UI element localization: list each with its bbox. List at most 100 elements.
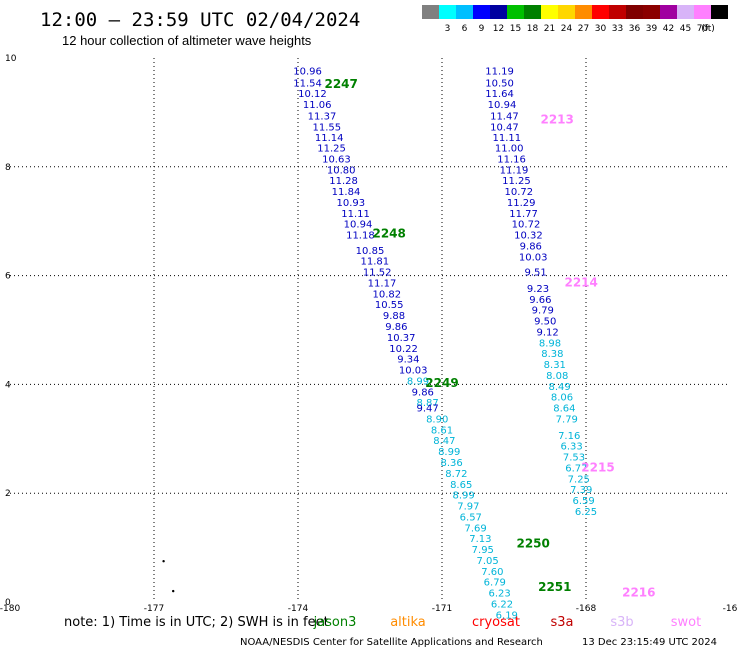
wave-height-label: 11.55	[312, 122, 341, 133]
wave-height-label: 11.28	[329, 176, 358, 187]
wave-height-label: 11.81	[360, 257, 389, 268]
data-marks: 10.9611.5410.1211.0611.3711.5511.1411.25…	[162, 66, 656, 621]
wave-height-label: 8.98	[539, 338, 561, 349]
wave-height-label: 10.72	[504, 187, 533, 198]
x-tick-label: -16	[723, 604, 738, 614]
wave-height-label: 7.60	[481, 567, 503, 578]
pass-number-label: 2249	[425, 376, 458, 390]
wave-height-label: 10.32	[514, 231, 543, 242]
wave-height-label: 6.19	[496, 610, 518, 621]
wave-height-label: 11.77	[509, 209, 538, 220]
wave-height-label: 10.22	[389, 344, 418, 355]
colorbar-label: 33	[612, 24, 623, 34]
wave-height-label: 9.50	[534, 317, 556, 328]
wave-height-label: 11.17	[368, 278, 397, 289]
wave-height-label: 10.37	[387, 333, 416, 344]
pass-number-label: 2250	[516, 537, 549, 551]
wave-height-label: 8.31	[544, 360, 566, 371]
colorbar-swatch	[490, 5, 507, 19]
wave-height-label: 11.54	[293, 78, 322, 89]
wave-height-label: 11.25	[502, 176, 531, 187]
wave-height-label: 9.47	[416, 404, 438, 415]
chart-title: 12:00 – 23:59 UTC 02/04/2024	[40, 9, 360, 31]
satellite-legend-entry: jason3	[313, 615, 357, 630]
footer-credit: NOAA/NESDIS Center for Satellite Applica…	[240, 637, 543, 648]
wave-height-label: 10.82	[372, 289, 401, 300]
wave-height-label: 8.38	[541, 349, 563, 360]
wave-height-label: 7.39	[570, 485, 592, 496]
wave-height-label: 11.18	[346, 231, 375, 242]
wave-height-label: 7.97	[457, 502, 479, 513]
pass-number-label: 2216	[622, 586, 655, 600]
x-tick-label: -171	[432, 604, 452, 614]
colorbar-swatch	[660, 5, 677, 19]
colorbar-swatch	[456, 5, 473, 19]
wave-height-label: 10.55	[375, 300, 404, 311]
x-tick-label: -168	[576, 604, 597, 614]
wave-height-label: 9.88	[383, 311, 405, 322]
wave-height-label: 8.99	[407, 376, 429, 387]
colorbar-label: 6	[462, 24, 468, 34]
wave-height-label: 7.05	[476, 556, 498, 567]
wave-height-label: 9.34	[397, 355, 419, 366]
pass-number-label: 2215	[581, 460, 614, 474]
wave-height-label: 8.08	[546, 371, 568, 382]
wave-height-label: 7.69	[464, 523, 486, 534]
wave-height-label: 11.14	[315, 133, 344, 144]
wave-height-label: 8.64	[553, 404, 575, 415]
chart-subtitle: 12 hour collection of altimeter wave hei…	[62, 33, 312, 48]
colorbar-label: 3	[445, 24, 451, 34]
wave-height-label: 7.95	[472, 545, 494, 556]
wave-height-label: 7.79	[556, 414, 578, 425]
colorbar-swatch	[677, 5, 694, 19]
wave-height-label: 9.86	[385, 322, 407, 333]
colorbar-legend: 3 6 9 12 15 18 21 24 27 30 33 36 39 42 45 70(ft)	[422, 5, 728, 34]
colorbar-swatch	[626, 5, 643, 19]
wave-height-label: 7.53	[563, 453, 585, 464]
wave-height-label: 10.03	[519, 252, 548, 263]
plot-grid	[10, 58, 730, 602]
wave-height-label: 11.84	[332, 187, 361, 198]
wave-height-label: 6.57	[460, 512, 482, 523]
colorbar-label: 70	[697, 24, 709, 34]
wave-height-label: 10.50	[485, 78, 514, 89]
wave-height-label: 8.06	[551, 393, 573, 404]
colorbar-label: 39	[646, 24, 658, 34]
x-tick-label: -174	[288, 604, 309, 614]
colorbar-label: 42	[663, 24, 674, 34]
wave-height-label: 9.23	[527, 284, 549, 295]
colorbar-label: 30	[595, 24, 607, 34]
footer-note: note: 1) Time is in UTC; 2) SWH is in fe…	[64, 615, 329, 630]
colorbar-label: 21	[544, 24, 555, 34]
colorbar-label: 9	[479, 24, 485, 34]
pass-number-label: 2248	[372, 227, 405, 241]
wave-height-label: 10.03	[399, 366, 428, 377]
wave-height-label: 8.47	[433, 436, 455, 447]
colorbar-swatch	[422, 5, 439, 19]
wave-height-label: 8.72	[445, 469, 467, 480]
wave-height-label: 10.94	[488, 100, 517, 111]
wave-height-label: 10.85	[356, 246, 385, 257]
stray-point	[162, 560, 165, 563]
colorbar-label: 24	[561, 24, 573, 34]
y-tick-label: 2	[5, 489, 11, 499]
wave-height-label: 10.80	[327, 165, 356, 176]
wave-height-label: 8.99	[438, 447, 460, 458]
colorbar-label: 36	[629, 24, 641, 34]
x-tick-label: -177	[144, 604, 164, 614]
y-tick-label: 4	[5, 380, 11, 390]
wave-height-label: 9.12	[536, 327, 558, 338]
wave-height-label: 11.29	[507, 198, 536, 209]
wave-height-label: 9.79	[532, 306, 554, 317]
wave-height-label: 10.12	[298, 89, 327, 100]
y-tick-label: 10	[5, 54, 17, 64]
wave-height-label: 11.25	[317, 144, 346, 155]
satellite-legend-entry: cryosat	[472, 615, 520, 630]
wave-height-label: 11.64	[485, 89, 514, 100]
colorbar-swatch	[575, 5, 592, 19]
colorbar-swatch	[643, 5, 660, 19]
wave-height-label: 7.25	[568, 474, 590, 485]
satellite-legend-entry: s3a	[550, 615, 573, 630]
wave-height-label: 10.47	[490, 122, 519, 133]
